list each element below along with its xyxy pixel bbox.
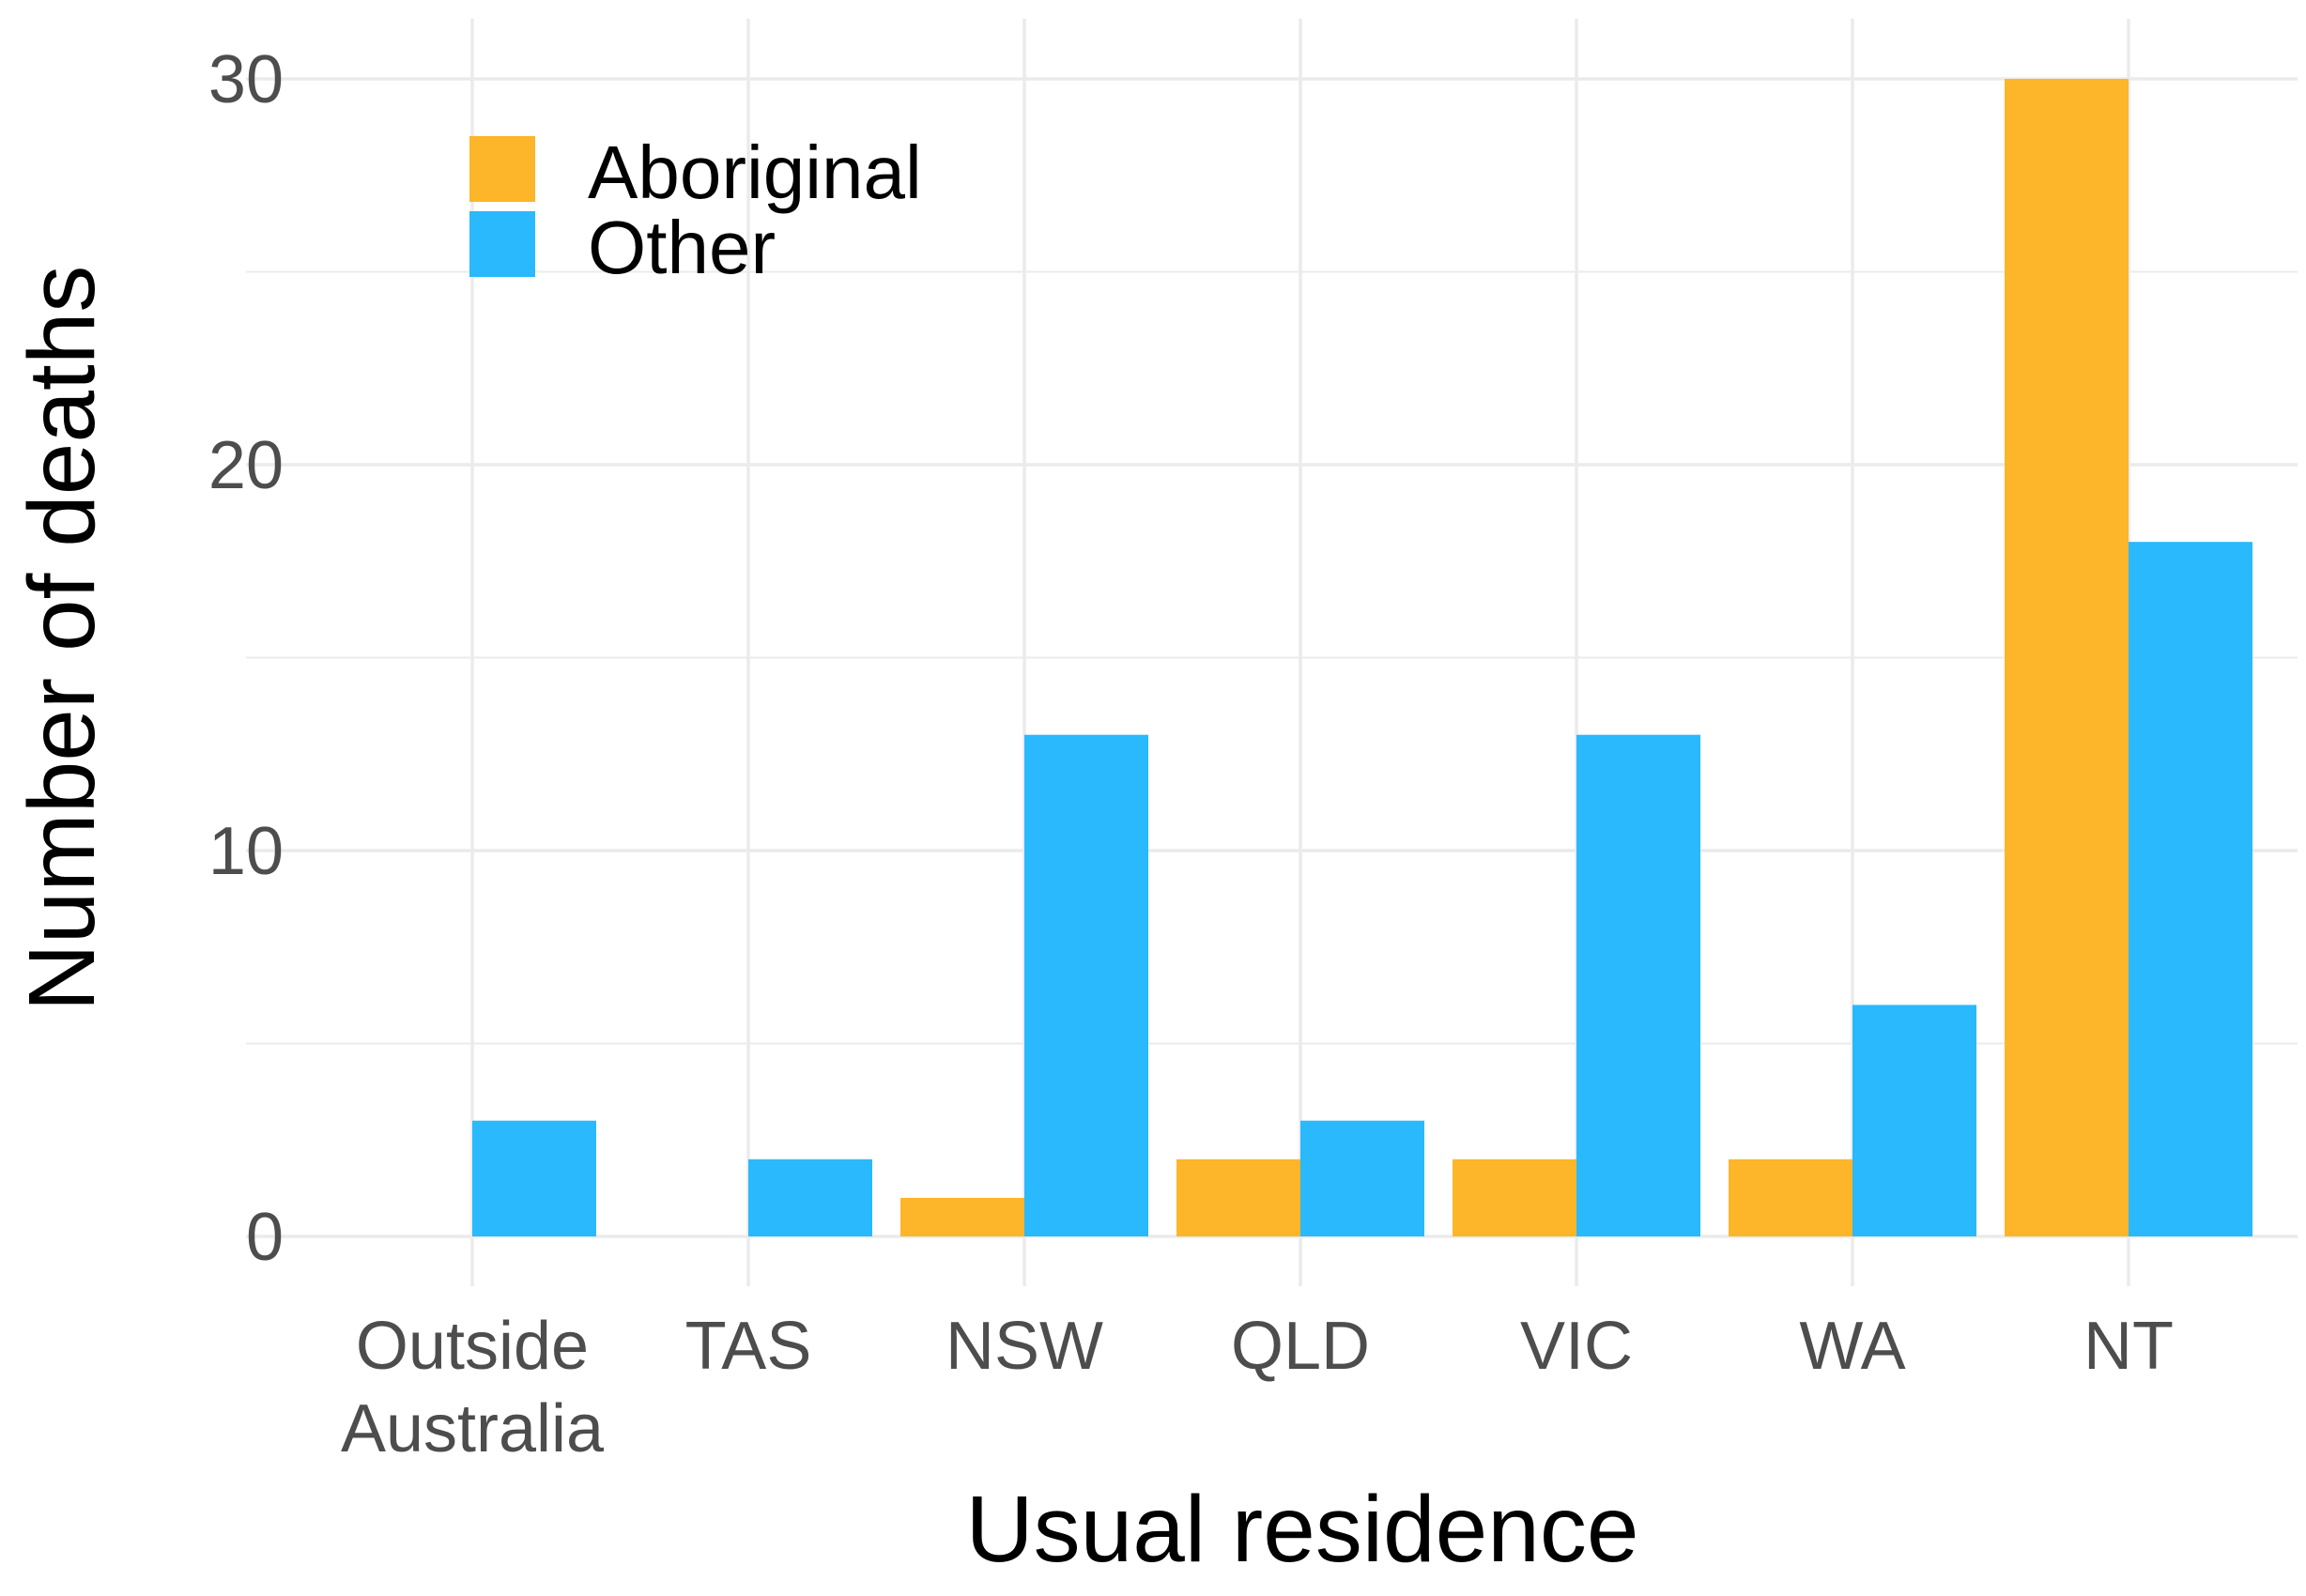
bar-other-qld [1300, 1120, 1424, 1236]
bar-other-tas [748, 1159, 872, 1236]
minor-gridlines [246, 270, 2298, 1045]
x-tick-label-qld: QLD [1231, 1309, 1370, 1384]
y-axis-title: Number of deaths [9, 266, 115, 1012]
x-axis-tick-labels: Outside Australia TAS NSW QLD VIC WA NT [341, 1309, 2174, 1466]
x-tick-label-vic: VIC [1520, 1309, 1633, 1384]
bar-other-vic [1576, 734, 1700, 1236]
y-tick-label: 0 [246, 1200, 284, 1275]
bars [472, 79, 2252, 1236]
x-tick-label-outside-australia: Outside Australia [341, 1309, 605, 1466]
x-axis-title: Usual residence [965, 1477, 1638, 1582]
x-tick-label-wa: WA [1799, 1309, 1905, 1384]
y-tick-label: 30 [208, 42, 284, 117]
bar-other-nt [2129, 542, 2252, 1236]
y-tick-label: 20 [208, 428, 284, 503]
x-tick-label-nt: NT [2083, 1309, 2174, 1384]
x-tick-label-tas: TAS [685, 1309, 812, 1384]
bar-other-nsw [1024, 734, 1148, 1236]
bar-other-wa [1852, 1005, 1976, 1236]
legend-key-aboriginal [469, 136, 535, 202]
bar-other-outside-australia [472, 1120, 596, 1236]
legend: Aboriginal Other [469, 130, 922, 289]
legend-label-aboriginal: Aboriginal [588, 130, 922, 214]
bar-aboriginal-nt [2005, 79, 2129, 1236]
bar-aboriginal-vic [1453, 1159, 1576, 1236]
y-axis-tick-labels: 0 10 20 30 [208, 42, 284, 1275]
x-tick-label-nsw: NSW [945, 1309, 1103, 1384]
y-tick-label: 10 [208, 814, 284, 889]
bar-aboriginal-wa [1729, 1159, 1852, 1236]
bar-aboriginal-qld [1176, 1159, 1300, 1236]
legend-label-other: Other [588, 206, 776, 289]
legend-key-other [469, 211, 535, 277]
major-gridlines [246, 19, 2298, 1286]
bar-aboriginal-nsw [900, 1197, 1024, 1236]
